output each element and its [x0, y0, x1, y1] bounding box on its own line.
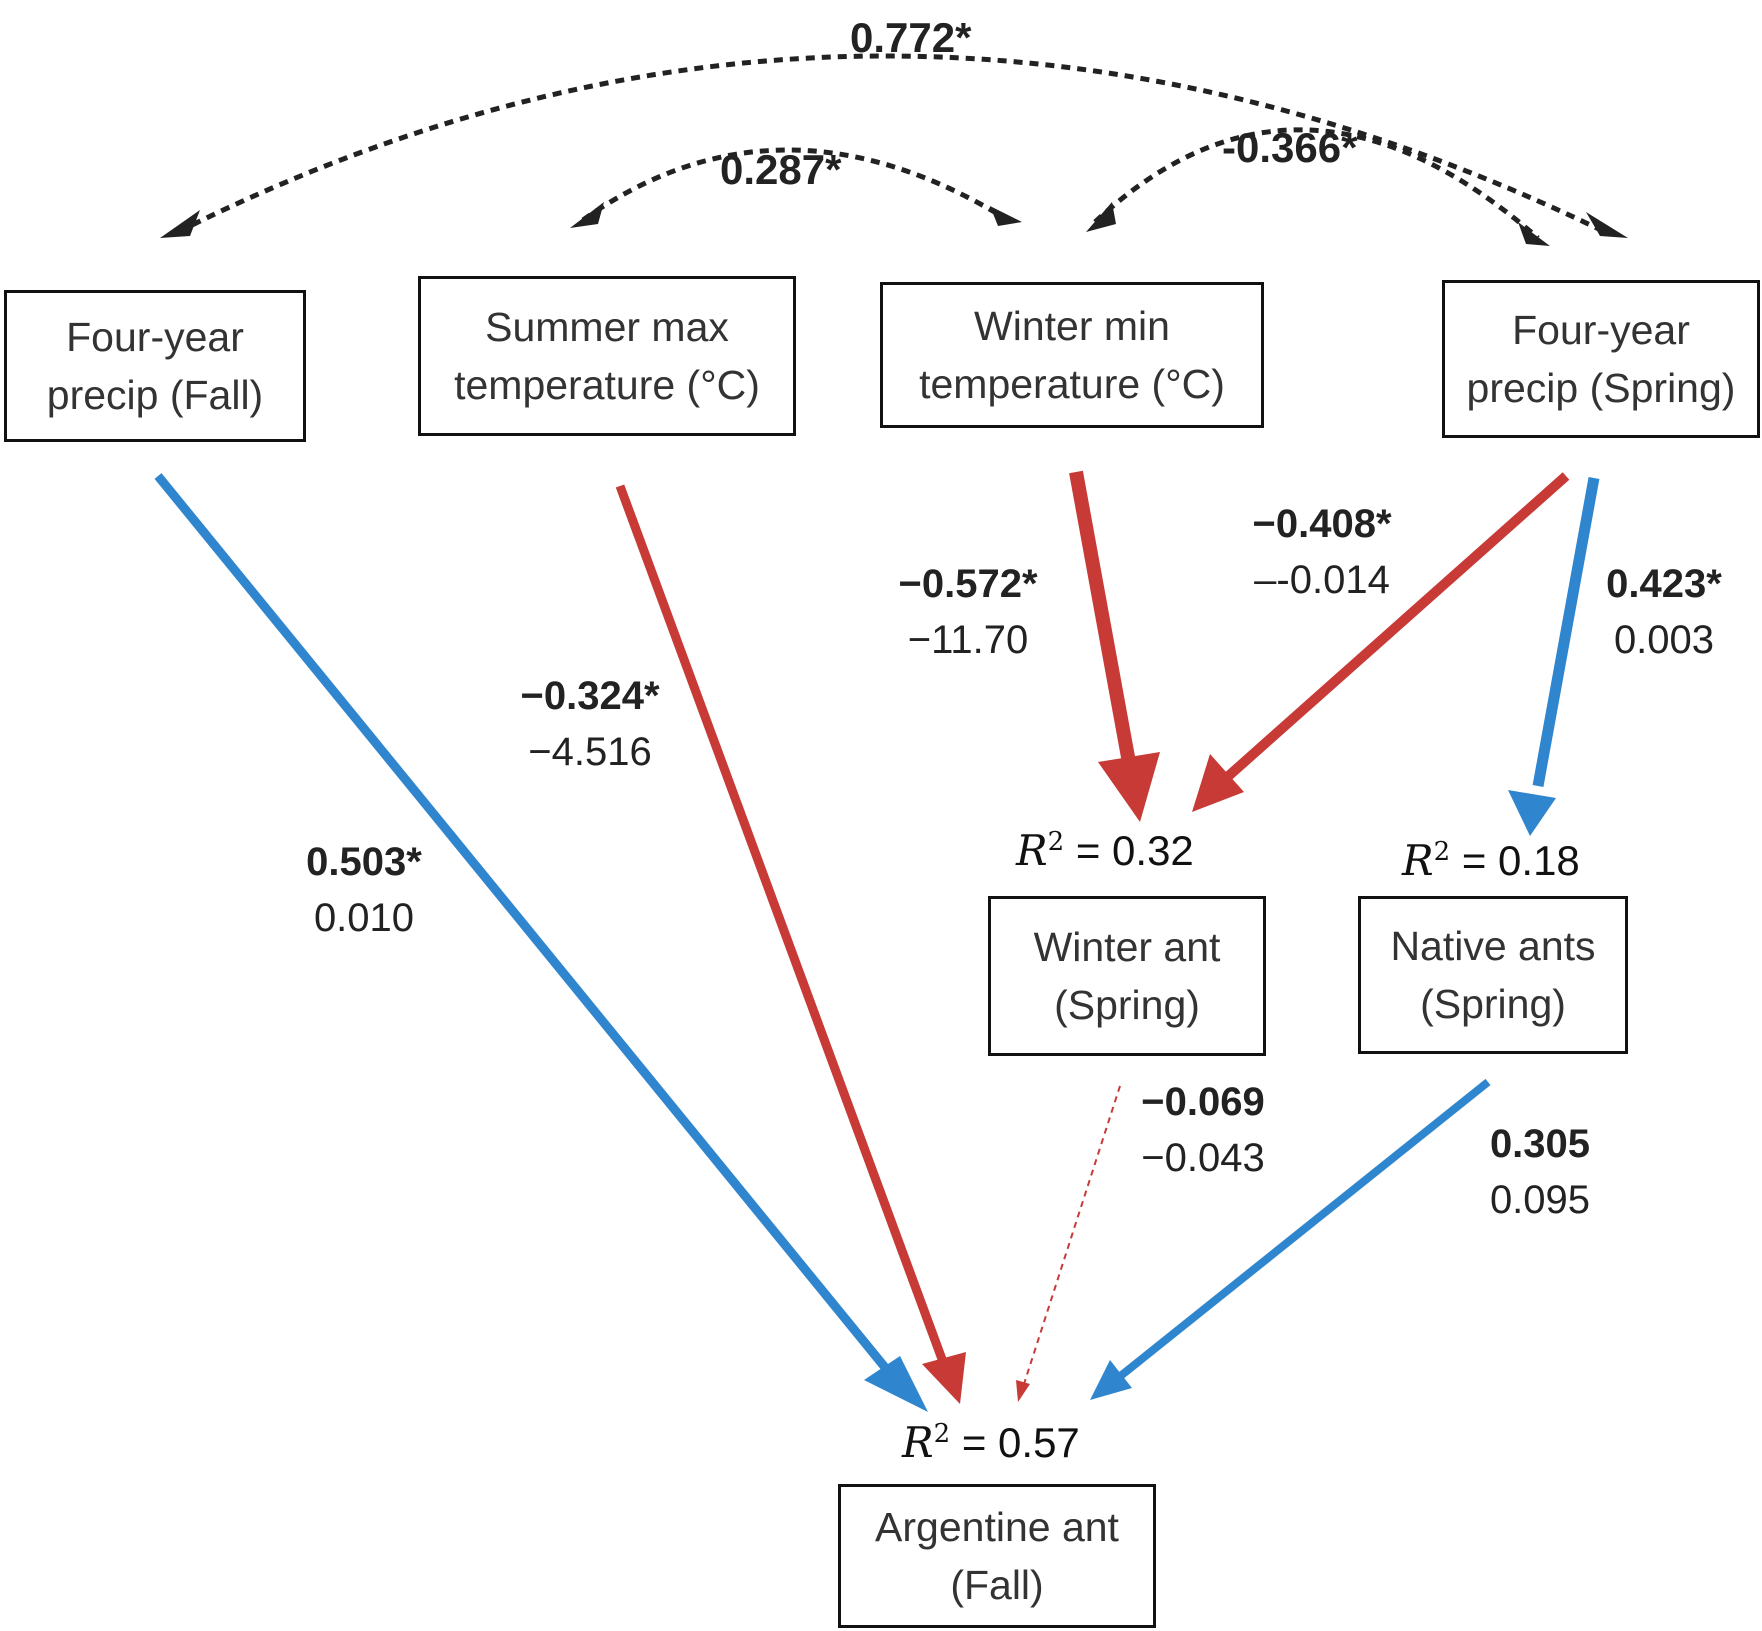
- r2-argentine-ant: R2 = 0.57: [902, 1418, 1080, 1467]
- coef-winter-min-to-winter-ant: −0.572* −11.70: [878, 556, 1058, 668]
- coef-std: −0.572*: [898, 562, 1038, 606]
- arrowhead-winter-ant-to-argentine: [1016, 1380, 1030, 1402]
- coef-std: −0.069: [1141, 1080, 1265, 1124]
- r2-native-ants: R2 = 0.18: [1402, 836, 1580, 885]
- arrowhead-winter-min-left: [990, 206, 1022, 226]
- node-native-ants-line1: Native ants: [1390, 923, 1596, 969]
- r2-symbol: R: [1016, 826, 1048, 875]
- arrowhead-summer-max-to-argentine: [922, 1352, 966, 1404]
- coef-unstd: 0.010: [313, 896, 415, 940]
- arrowhead-spring-precip-inner: [1518, 222, 1550, 246]
- r2-value: = 0.18: [1461, 837, 1580, 884]
- arrowhead-spring-precip-to-winter-ant: [1192, 754, 1244, 812]
- coef-spring-precip-to-winter-ant: −0.408* –-0.014: [1232, 496, 1412, 608]
- coef-std: 0.305: [1489, 1122, 1591, 1166]
- coef-unstd: −11.70: [907, 618, 1029, 662]
- arrowhead-spring-precip-to-native: [1508, 790, 1556, 836]
- r2-winter-ant: R2 = 0.32: [1016, 826, 1194, 875]
- node-winter-ant: Winter ant (Spring): [988, 896, 1266, 1056]
- node-spring-precip: Four-year precip (Spring): [1442, 280, 1760, 438]
- arrowhead-summer-max: [570, 202, 604, 228]
- node-fall-precip-line1: Four-year: [66, 314, 244, 360]
- arc-summer-winter-temp: [581, 147, 1010, 223]
- path-summer-max-to-argentine: [615, 484, 951, 1372]
- corr-summer-winter-temp: 0.287*: [720, 146, 842, 193]
- node-argentine-ant: Argentine ant (Fall): [838, 1484, 1156, 1628]
- arrowhead-fall-precip: [160, 210, 200, 238]
- node-summer-max-line2: temperature (°C): [454, 362, 760, 408]
- coef-spring-precip-to-native: 0.423* 0.003: [1584, 556, 1744, 668]
- arrowhead-spring-precip-outer: [1586, 212, 1628, 238]
- path-winter-ant-to-argentine: [1023, 1085, 1121, 1385]
- node-winter-ant-line2: (Spring): [1054, 982, 1200, 1028]
- r2-value: = 0.57: [961, 1419, 1080, 1466]
- r2-symbol: R: [902, 1418, 934, 1467]
- r2-exponent: 2: [933, 1419, 951, 1449]
- arrowhead-native-to-argentine: [1090, 1360, 1132, 1400]
- node-fall-precip: Four-year precip (Fall): [4, 290, 306, 442]
- arrowhead-fall-precip-to-argentine: [864, 1356, 928, 1412]
- node-winter-min-line2: temperature (°C): [919, 361, 1225, 407]
- coef-std: 0.423*: [1606, 562, 1722, 606]
- r2-exponent: 2: [1047, 827, 1065, 857]
- coef-std: −0.324*: [520, 674, 660, 718]
- path-fall-precip-to-argentine: [154, 473, 896, 1379]
- path-winter-min-to-winter-ant: [1069, 470, 1137, 770]
- coef-unstd: 0.003: [1613, 618, 1715, 662]
- node-spring-precip-line1: Four-year: [1512, 307, 1690, 353]
- coef-fall-precip-to-argentine: 0.503* 0.010: [284, 834, 444, 946]
- node-summer-max: Summer max temperature (°C): [418, 276, 796, 436]
- node-winter-ant-line1: Winter ant: [1033, 924, 1221, 970]
- node-native-ants-line2: (Spring): [1420, 981, 1566, 1027]
- corr-winter-temp-spring-precip: -0.366*: [1222, 124, 1358, 171]
- coef-std: 0.503*: [306, 840, 422, 884]
- coef-unstd: −4.516: [528, 730, 652, 774]
- coef-unstd: 0.095: [1489, 1178, 1591, 1222]
- correlation-arrowheads: [160, 202, 1628, 246]
- node-winter-min-line1: Winter min: [974, 303, 1170, 349]
- corr-fall-spring-precip: 0.772*: [850, 14, 972, 61]
- path-spring-precip-to-winter-ant: [1220, 472, 1570, 784]
- r2-symbol: R: [1402, 836, 1434, 885]
- path-spring-precip-to-native: [1532, 477, 1600, 787]
- node-native-ants: Native ants (Spring): [1358, 896, 1628, 1054]
- node-fall-precip-line2: precip (Fall): [46, 372, 264, 418]
- coef-unstd: −0.043: [1141, 1136, 1265, 1180]
- node-argentine-ant-line2: (Fall): [950, 1562, 1044, 1608]
- node-spring-precip-line2: precip (Spring): [1466, 365, 1736, 411]
- coef-std: −0.408*: [1252, 502, 1392, 546]
- node-argentine-ant-line1: Argentine ant: [875, 1504, 1119, 1550]
- coef-summer-max-to-argentine: −0.324* −4.516: [500, 668, 680, 780]
- r2-exponent: 2: [1433, 837, 1451, 867]
- arc-fall-spring-precip: [176, 53, 1607, 235]
- correlation-arcs: [176, 53, 1607, 240]
- arrowhead-winter-min-right: [1086, 202, 1116, 232]
- coef-unstd: –-0.014: [1254, 558, 1390, 602]
- node-summer-max-line1: Summer max: [485, 304, 729, 350]
- r2-value: = 0.32: [1075, 827, 1194, 874]
- arrowhead-winter-min-to-winter-ant: [1098, 752, 1160, 822]
- node-winter-min: Winter min temperature (°C): [880, 282, 1264, 428]
- path-native-to-argentine: [1115, 1078, 1491, 1382]
- coef-winter-ant-to-argentine: −0.069 −0.043: [1128, 1074, 1278, 1186]
- coef-native-to-argentine: 0.305 0.095: [1470, 1116, 1610, 1228]
